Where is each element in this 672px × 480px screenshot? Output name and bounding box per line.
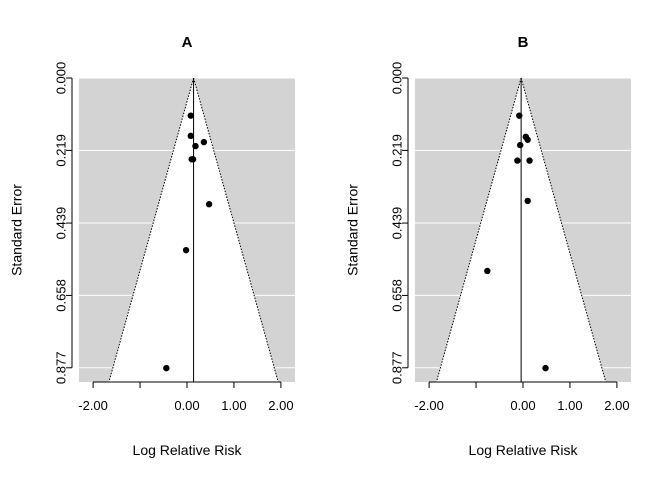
- x-tick-label: 1.00: [557, 398, 582, 413]
- y-tick-label: 0.658: [53, 279, 68, 312]
- y-tick-label: 0.439: [389, 207, 404, 240]
- x-tick-label: -2.00: [78, 398, 108, 413]
- study-point: [192, 142, 199, 150]
- funnel-plot-panel-a: 0.000 0.219 0.439 0.658 0.877 -2.00 0.00 1.00 2.…: [9, 34, 295, 458]
- y-axis-title: Standard Error: [9, 184, 25, 276]
- y-tick-label: 0.000: [389, 62, 404, 95]
- y-tick-label: 0.658: [389, 279, 404, 312]
- x-tick-label: 1.00: [221, 398, 246, 413]
- y-tick-label: 0.439: [53, 207, 68, 240]
- study-point: [524, 197, 531, 205]
- study-point: [187, 112, 194, 119]
- y-tick-label: 0.877: [389, 352, 404, 385]
- study-point: [189, 156, 197, 163]
- x-tick-label: 2.00: [604, 398, 629, 413]
- y-tick-label: 0.000: [53, 62, 68, 95]
- y-tick-label: 0.219: [389, 134, 404, 167]
- study-point: [484, 267, 491, 275]
- y-axis-title: Standard Error: [345, 184, 361, 276]
- x-tick-label: 0.00: [510, 398, 535, 413]
- y-tick-label: 0.219: [53, 134, 68, 167]
- study-point: [526, 157, 533, 164]
- x-tick-label: -2.00: [414, 398, 444, 413]
- study-point: [163, 364, 170, 372]
- study-point: [200, 138, 208, 146]
- study-point: [514, 157, 521, 164]
- study-point: [205, 201, 213, 208]
- study-point: [542, 364, 549, 372]
- study-point: [187, 132, 194, 140]
- x-tick-label: 0.00: [174, 398, 199, 413]
- study-point: [182, 246, 190, 254]
- panel-title: A: [182, 34, 193, 51]
- study-point: [516, 112, 523, 119]
- x-axis-title: Log Relative Risk: [133, 442, 243, 458]
- y-tick-label: 0.877: [53, 352, 68, 385]
- x-tick-label: 2.00: [268, 398, 293, 413]
- funnel-plot-panel-b: 0.000 0.219 0.439 0.658 0.877 -2.00 0.00 1.00 2.…: [345, 34, 631, 458]
- study-point: [524, 136, 531, 143]
- x-axis-title: Log Relative Risk: [469, 442, 579, 458]
- panel-title: B: [518, 34, 529, 51]
- study-point: [516, 141, 524, 149]
